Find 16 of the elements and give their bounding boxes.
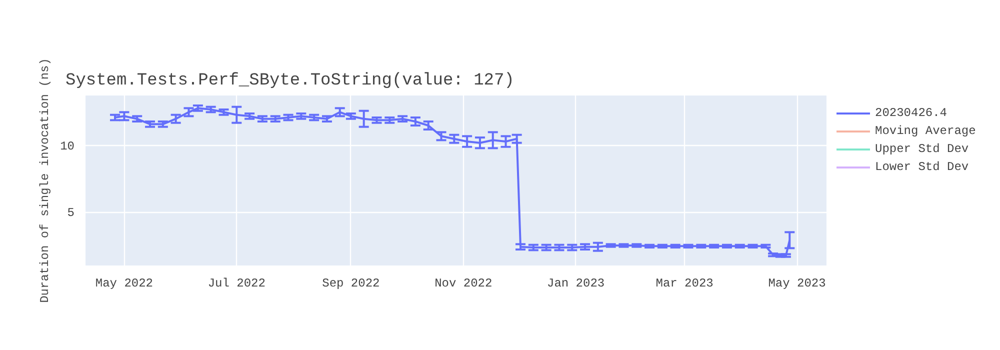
y-tick-label: 5 — [67, 206, 74, 220]
y-axis-title: Duration of single invocation (ns) — [38, 58, 52, 303]
x-tick-label: Jul 2022 — [208, 276, 266, 290]
line-series — [114, 107, 791, 256]
x-tick-label: Sep 2022 — [322, 276, 380, 290]
y-tick-label: 10 — [60, 140, 75, 154]
x-tick-label: Jan 2023 — [547, 276, 605, 290]
chart-title: System.Tests.Perf_SByte.ToString(value: 127) — [66, 72, 514, 90]
x-tick-label: May 2022 — [95, 276, 154, 290]
x-tick-label: Nov 2022 — [434, 276, 492, 290]
legend-label: Moving Average — [875, 123, 976, 139]
legend-label: Lower Std Dev — [875, 159, 969, 175]
legend-label: Upper Std Dev — [875, 141, 969, 157]
legend-label: 20230426.4 — [875, 105, 948, 121]
x-tick-label: May 2023 — [768, 276, 826, 290]
x-tick-label: Mar 2023 — [656, 276, 714, 290]
